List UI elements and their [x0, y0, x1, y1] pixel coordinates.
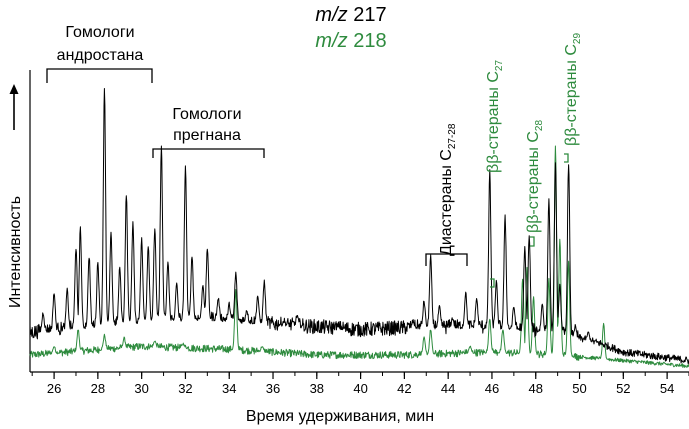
series-m218-line [29, 145, 689, 368]
x-tick-label: 42 [397, 381, 411, 396]
bb-c29-bracket [564, 153, 569, 163]
x-tick-label: 32 [178, 381, 192, 396]
series-m217-line [29, 88, 689, 364]
androstane-bracket [46, 68, 153, 83]
diasteranes-bracket [425, 253, 468, 266]
x-tick-label: 26 [47, 381, 61, 396]
bb-c27-bracket [490, 278, 495, 288]
x-tick-label: 38 [310, 381, 324, 396]
x-tick-label: 52 [616, 381, 630, 396]
legend-m217: m/z 217 [315, 4, 386, 26]
y-axis-label: Интенсивность [7, 196, 24, 308]
bb-c28-label: ββ-стераны C28 [525, 120, 545, 233]
x-tick-label: 44 [441, 381, 455, 396]
diasteranes-label: Диастераны C27-28 [438, 123, 458, 256]
pregnane-label-line2: прегнана [173, 127, 241, 144]
bb-c29-label: ββ-стераны C29 [563, 33, 583, 146]
x-tick-label: 50 [572, 381, 586, 396]
x-tick-label: 34 [222, 381, 236, 396]
x-tick-label: 28 [91, 381, 105, 396]
x-tick-label: 48 [529, 381, 543, 396]
legend-m218: m/z 218 [315, 30, 386, 52]
androstane-label-line1: Гомологи [65, 24, 134, 41]
axes: 26 28 30 32 34 36 38 40 42 44 46 48 50 52 54 [29, 70, 689, 396]
x-tick-label: 54 [660, 381, 674, 396]
pregnane-label-line1: Гомологи [172, 106, 241, 123]
x-tick-label: 40 [353, 381, 367, 396]
x-tick-label: 36 [266, 381, 280, 396]
y-axis-arrowhead [9, 84, 19, 94]
androstane-label-line2: андростана [57, 47, 144, 64]
pregnane-bracket [152, 148, 265, 158]
x-tick-label: 46 [485, 381, 499, 396]
bb-c27-label: ββ-стераны C27 [485, 60, 505, 173]
bb-c28-bracket [530, 236, 535, 247]
x-tick-label: 30 [134, 381, 148, 396]
series-layer [29, 88, 689, 368]
x-axis-label: Время удерживания, мин [246, 408, 434, 425]
